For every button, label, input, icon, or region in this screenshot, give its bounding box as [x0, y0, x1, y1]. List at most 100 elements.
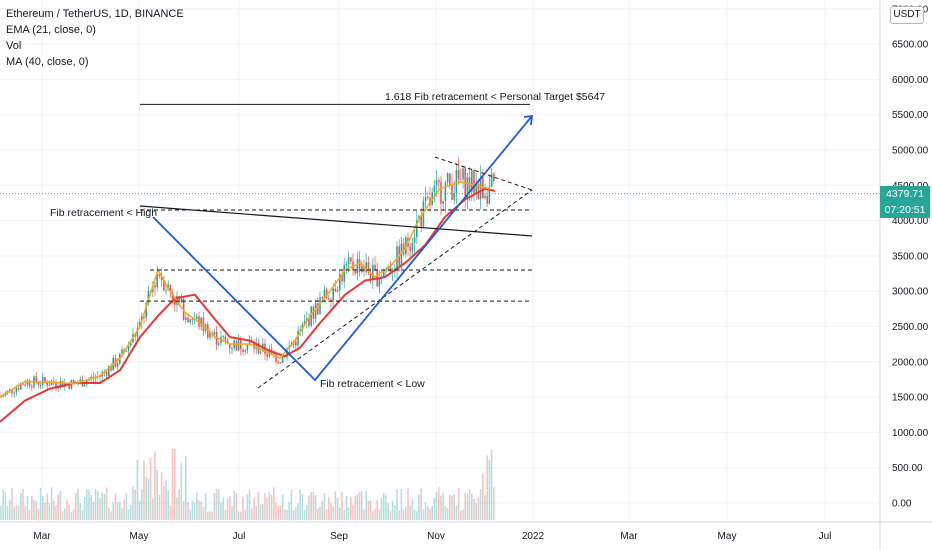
volume-bar — [86, 489, 88, 520]
y-tick-label: 2000.00 — [892, 357, 929, 368]
candle-body — [332, 288, 334, 301]
candle-body — [460, 179, 462, 181]
candle-body — [229, 343, 231, 349]
candle-body — [385, 269, 387, 272]
candle-body — [213, 331, 216, 335]
volume-bar — [402, 509, 405, 520]
volume-bar — [2, 490, 4, 520]
volume-bar — [323, 492, 326, 520]
volume-bar — [387, 502, 389, 520]
candle-body — [231, 348, 233, 350]
volume-bar — [185, 456, 187, 520]
legend-symbol[interactable]: Ethereum / TetherUS, 1D, BINANCE — [6, 8, 184, 20]
candle-body — [2, 395, 4, 397]
candle-body — [400, 243, 403, 266]
volume-bar — [380, 498, 383, 520]
volume-bar — [270, 494, 273, 520]
volume-bar — [226, 499, 229, 520]
y-tick-label: 4000.00 — [892, 216, 929, 227]
candle-body — [83, 384, 86, 387]
volume-bar — [262, 504, 264, 520]
candle-body — [26, 380, 29, 385]
legend: Ethereum / TetherUS, 1D, BINANCE EMA (21… — [6, 6, 184, 70]
volume-bar — [438, 487, 440, 520]
candle-body — [222, 336, 224, 338]
volume-bar — [416, 511, 418, 520]
candle-body — [17, 387, 20, 390]
volume-bar — [248, 489, 251, 520]
time-axis[interactable]: Mar May Jul Sep Nov 2022 Mar May Jul — [0, 521, 932, 542]
candle-body — [275, 353, 277, 363]
volume-bar — [103, 493, 106, 520]
volume-bar — [281, 494, 284, 520]
y-tick-label: 3000.00 — [892, 287, 929, 298]
volume-bar — [347, 507, 350, 520]
volume-bar — [165, 480, 167, 520]
volume-bar — [224, 509, 227, 520]
volume-bar — [372, 511, 374, 520]
volume-bar — [330, 503, 332, 520]
support-trendline — [257, 189, 533, 389]
legend-vol[interactable]: Vol — [6, 40, 22, 52]
volume-bar — [466, 493, 469, 520]
volume-bar — [136, 459, 139, 520]
volume-bar — [15, 504, 18, 520]
candle-body — [347, 257, 350, 264]
volume-bar — [460, 511, 462, 520]
volume-bar — [68, 504, 70, 520]
candle-body — [266, 354, 268, 357]
volume-bar — [341, 491, 343, 520]
volume-bar — [209, 511, 211, 520]
currency-button[interactable]: USDT — [890, 6, 924, 24]
volume-bar — [253, 497, 255, 520]
volume-bar — [147, 478, 150, 520]
candle-body — [281, 355, 284, 363]
candle-body — [369, 272, 372, 281]
volume-bar — [220, 502, 222, 520]
volume-bar — [268, 491, 271, 520]
candle-body — [457, 169, 460, 180]
volume-bar — [26, 495, 29, 520]
volume-bar — [171, 448, 174, 520]
candle-body — [433, 185, 436, 193]
candle-body — [440, 182, 442, 204]
volume-bar — [79, 503, 81, 520]
volume-bar — [222, 497, 224, 520]
volume-bar — [176, 497, 178, 520]
volume-bar — [158, 494, 161, 520]
candle-body — [486, 195, 488, 204]
volume-bar — [352, 504, 354, 520]
volume-bar — [389, 511, 392, 520]
volume-bar — [92, 501, 95, 520]
volume-bar — [132, 486, 134, 520]
volume-bar — [295, 507, 297, 520]
volume-bar — [356, 494, 359, 520]
volume-bar — [152, 498, 154, 520]
candle-body — [361, 266, 363, 272]
volume-bar — [486, 455, 488, 520]
legend-ema[interactable]: EMA (21, close, 0) — [6, 24, 96, 36]
volume-bar — [374, 508, 376, 520]
volume-bar — [264, 492, 266, 520]
volume-bar — [237, 511, 240, 520]
candle-body — [484, 195, 486, 199]
candle-body — [420, 216, 422, 227]
ma-line — [0, 187, 496, 423]
legend-ma[interactable]: MA (40, close, 0) — [6, 56, 89, 68]
volume-bar — [114, 493, 117, 520]
volume-bar — [279, 505, 282, 520]
volume-bar — [319, 506, 321, 520]
candle-body — [341, 274, 343, 282]
candle-body — [446, 173, 449, 183]
volume-bar — [189, 509, 191, 520]
candle-body — [444, 182, 447, 202]
volume-bar — [471, 493, 473, 520]
candle-body — [20, 383, 22, 390]
volume-bar — [215, 488, 218, 520]
candle-body — [330, 299, 332, 301]
annotation-high: Fib retracement < High — [50, 207, 157, 219]
price-axis[interactable]: 0.00 500.00 1000.00 1500.00 2000.00 2500.00 30… — [879, 0, 929, 550]
x-tick-label: May — [130, 531, 149, 542]
candle-body — [310, 306, 312, 326]
